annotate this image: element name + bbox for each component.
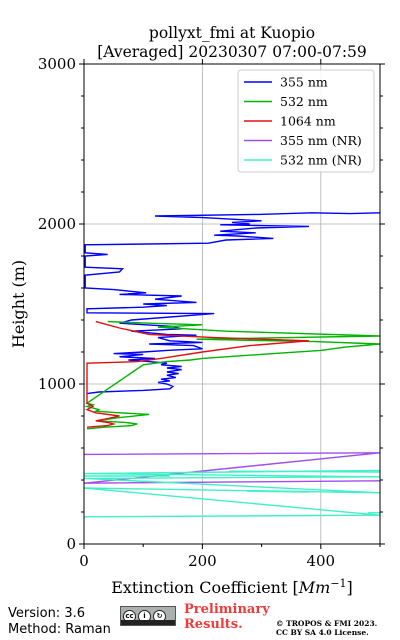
cc-license-badge: cc i ↻ bbox=[120, 606, 176, 626]
cc-strip bbox=[121, 620, 175, 625]
plot-frame bbox=[83, 63, 381, 545]
copyright-line2: CC BY SA 4.0 License. bbox=[276, 628, 369, 637]
series-segment-532-nm-nr bbox=[246, 490, 309, 493]
series-line-355-nm-nr bbox=[84, 452, 380, 484]
legend-label: 532 nm (NR) bbox=[280, 153, 362, 168]
chart-svg: 0 200 400 0 1000 2000 3000 355 nm 532 nm 1064 nm… bbox=[9, 24, 385, 597]
x-tick-label: 200 bbox=[188, 552, 217, 570]
legend-label: 532 nm bbox=[280, 94, 328, 109]
chart-title-line1: pollyxt_fmi at Kuopio bbox=[149, 24, 315, 42]
preliminary-notice: Preliminary Results. bbox=[184, 602, 270, 632]
series-line-1064-nm bbox=[85, 320, 310, 428]
y-tick-label: 1000 bbox=[38, 375, 76, 393]
y-tick-label: 3000 bbox=[38, 55, 76, 73]
legend: 355 nm 532 nm 1064 nm 355 nm (NR) 532 nm (NR… bbox=[237, 69, 375, 173]
axis-ticks: 0 200 400 0 1000 2000 3000 bbox=[38, 55, 385, 570]
legend-label: 1064 nm bbox=[280, 114, 336, 129]
legend-label: 355 nm (NR) bbox=[280, 133, 362, 148]
y-axis-label: Height (m) bbox=[9, 260, 28, 348]
version-text: Version: 3.6 bbox=[8, 606, 85, 621]
cc-sa-icon: ↻ bbox=[153, 609, 166, 623]
preliminary-line1: Preliminary bbox=[184, 602, 270, 617]
series-line-532-nm-nr bbox=[84, 469, 380, 518]
method-text: Method: Raman bbox=[8, 622, 111, 637]
copyright-line1: © TROPOS & FMI 2023. bbox=[276, 619, 378, 628]
x-tick-label: 0 bbox=[79, 552, 89, 570]
legend-label: 355 nm bbox=[280, 75, 328, 90]
x-axis-label: Extinction Coefficient [Mm−1] bbox=[111, 577, 353, 597]
x-tick-label: 400 bbox=[306, 552, 335, 570]
cc-icon: cc bbox=[123, 609, 136, 623]
legend-box bbox=[237, 69, 375, 173]
y-tick-label: 2000 bbox=[38, 215, 76, 233]
series-segment-532-nm-nr bbox=[229, 470, 380, 473]
copyright-notice: © TROPOS & FMI 2023. CC BY SA 4.0 Licens… bbox=[276, 619, 377, 637]
chart-title-line2: [Averaged] 20230307 07:00-07:59 bbox=[97, 43, 367, 61]
plot-lines bbox=[84, 212, 380, 518]
y-tick-label: 0 bbox=[66, 535, 76, 553]
series-line-355-nm bbox=[84, 212, 380, 395]
preliminary-line2: Results. bbox=[184, 617, 243, 632]
